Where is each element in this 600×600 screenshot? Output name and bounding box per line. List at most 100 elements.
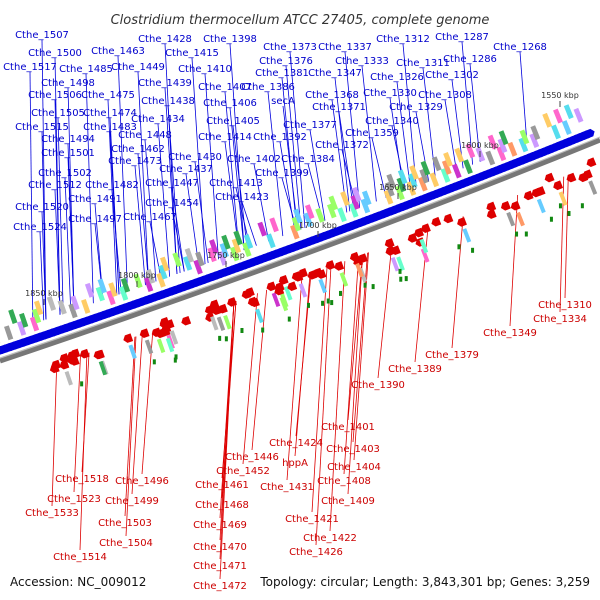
rna-marker [152, 359, 156, 365]
reverse-gene-arrow [298, 268, 308, 278]
reverse-gene-arrow [227, 297, 237, 307]
genome-backbone-highlight [0, 136, 600, 359]
feature-block [8, 309, 18, 325]
forward-gene-label: Cthe_1413 [209, 178, 263, 189]
feature-block [266, 233, 276, 249]
feature-block [133, 273, 143, 289]
reverse-strand-features [49, 157, 598, 387]
feature-block [558, 191, 568, 206]
reverse-gene-label: Cthe_1469 [193, 520, 247, 531]
feature-block [293, 208, 303, 224]
reverse-gene-arrow [266, 281, 277, 292]
feature-block [419, 168, 429, 184]
forward-gene-label: Cthe_1407 [198, 82, 252, 93]
feature-block [420, 248, 430, 263]
feature-block [145, 269, 156, 284]
feature-block [465, 143, 476, 159]
feature-block [158, 264, 168, 280]
reverse-gene-arrow [510, 200, 521, 211]
feature-block [217, 250, 228, 266]
feature-block [195, 251, 205, 267]
reverse-gene-label: Cthe_1408 [317, 476, 371, 487]
rna-marker [580, 203, 584, 209]
feature-block [396, 177, 407, 193]
rna-marker [567, 210, 571, 216]
forward-gene-label: Cthe_1497 [68, 214, 122, 225]
forward-gene-label: Cthe_1474 [83, 108, 137, 119]
feature-block [396, 256, 405, 271]
feature-block [407, 173, 418, 188]
feature-block [496, 146, 507, 162]
forward-gene-label: Cthe_1371 [312, 102, 366, 113]
forward-gene-label: Cthe_1502 [38, 168, 92, 179]
reverse-gene-label: Cthe_1389 [388, 364, 442, 375]
forward-gene-label: Cthe_1428 [138, 34, 192, 45]
forward-gene-label: Cthe_1515 [15, 122, 69, 133]
forward-gene-label: Cthe_1326 [370, 72, 424, 83]
forward-gene-label: Cthe_1287 [435, 32, 489, 43]
forward-gene-label: Cthe_1377 [283, 120, 337, 131]
forward-gene-label: Cthe_1498 [41, 78, 95, 89]
reverse-gene-arrow [69, 356, 80, 366]
feature-block [588, 180, 598, 195]
reverse-gene-arrow [486, 201, 497, 212]
feature-block [257, 221, 267, 237]
feature-block [156, 338, 166, 354]
reverse-gene-arrow [500, 200, 511, 211]
feature-block [451, 163, 462, 179]
feature-block [529, 133, 540, 149]
feature-block [551, 124, 561, 140]
feature-block [518, 137, 529, 153]
reverse-gene-arrow [51, 359, 61, 370]
forward-gene-label: Cthe_1524 [13, 222, 67, 233]
reverse-gene-label: Cthe_1523 [47, 494, 101, 505]
forward-gene-label: Cthe_1439 [138, 78, 192, 89]
forward-gene-label: Cthe_1347 [308, 68, 362, 79]
rna-marker [471, 247, 475, 253]
feature-block [210, 316, 219, 331]
reverse-gene-label: Cthe_1310 [538, 300, 592, 311]
feature-block [385, 181, 395, 197]
rna-marker [371, 284, 375, 290]
feature-block [106, 290, 116, 306]
feature-block [95, 286, 105, 302]
feature-block [463, 159, 473, 175]
feature-block [386, 173, 397, 189]
rna-marker [330, 300, 334, 306]
reverse-gene-label: Cthe_1404 [327, 462, 381, 473]
rna-marker [218, 335, 222, 341]
forward-gene-label: Cthe_1512 [28, 180, 82, 191]
feature-block [233, 230, 243, 246]
rna-marker [515, 231, 519, 237]
reverse-gene-arrow [531, 187, 542, 198]
forward-gene-label: Cthe_1392 [253, 132, 307, 143]
feature-block [4, 325, 14, 341]
forward-gene-label: Cthe_1437 [159, 164, 213, 175]
forward-gene-label: Cthe_1467 [123, 212, 177, 223]
rna-marker [404, 276, 408, 282]
genome-summary-text: Topology: circular; Length: 3,843,301 bp… [259, 575, 590, 589]
forward-gene-label: Cthe_1449 [111, 62, 165, 73]
reverse-gene-arrow [181, 315, 192, 326]
feature-block [561, 120, 572, 135]
forward-gene-label: Cthe_1330 [363, 88, 417, 99]
rna-marker [321, 300, 325, 306]
forward-gene-label: Cthe_1402 [227, 154, 281, 165]
rna-marker [363, 282, 367, 288]
rna-marker [173, 357, 177, 363]
feature-block [536, 198, 546, 214]
reverse-gene-arrow [349, 251, 360, 262]
rna-marker [326, 298, 330, 304]
feature-block [19, 312, 29, 328]
reverse-gene-label: Cthe_1514 [53, 552, 107, 563]
feature-block [350, 194, 360, 210]
forward-gene-label: Cthe_1302 [425, 70, 479, 81]
forward-gene-label: Cthe_1447 [145, 178, 199, 189]
feature-block [184, 247, 195, 263]
forward-gene-label: Cthe_1384 [281, 154, 335, 165]
rna-marker [306, 302, 310, 308]
feature-block [209, 239, 219, 255]
reverse-gene-label: Cthe_1504 [99, 538, 153, 549]
rna-marker [524, 231, 528, 237]
reverse-gene-label: Cthe_1421 [285, 514, 339, 525]
